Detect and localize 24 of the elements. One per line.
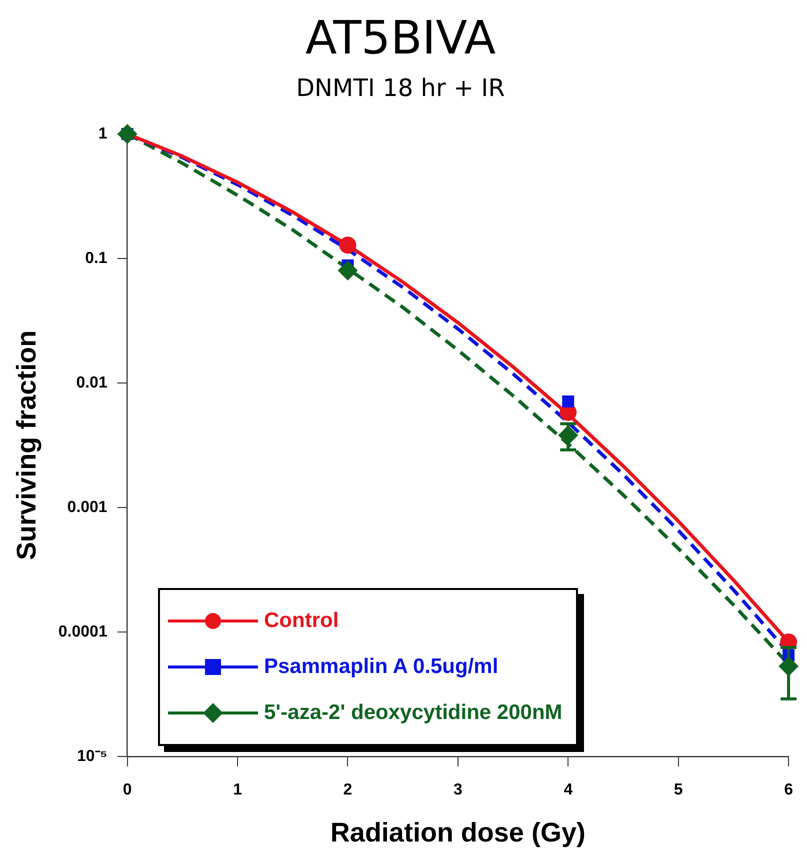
x-tick-label: 2 bbox=[343, 781, 352, 798]
point bbox=[117, 124, 138, 144]
y-tick-label: 1 bbox=[98, 125, 108, 142]
legend-label: 5'-aza-2' deoxycytidine 200nM bbox=[264, 701, 562, 725]
x-tick-label: 3 bbox=[453, 781, 462, 798]
x-tick-label: 5 bbox=[674, 781, 683, 798]
x-tick-label: 0 bbox=[122, 781, 132, 798]
y-tick-label: 0.001 bbox=[67, 498, 108, 516]
y-tick-label: 10⁻⁵ bbox=[77, 748, 108, 765]
y-axis-title: Surviving fraction bbox=[12, 330, 42, 560]
chart-title: AT5BIVA bbox=[305, 10, 496, 65]
legend-label: Control bbox=[264, 609, 339, 633]
point bbox=[339, 236, 356, 254]
x-axis-title: Radiation dose (Gy) bbox=[330, 817, 586, 848]
y-tick-label: 0.01 bbox=[76, 374, 108, 392]
point bbox=[338, 260, 358, 281]
x-tick-label: 6 bbox=[784, 781, 794, 798]
chart-subtitle: DNMTI 18 hr + IR bbox=[296, 74, 505, 102]
x-tick-label: 4 bbox=[564, 781, 573, 798]
legend-label: Psammaplin A 0.5ug/ml bbox=[264, 655, 498, 679]
point bbox=[562, 395, 574, 408]
y-tick-label: 0.0001 bbox=[58, 623, 108, 640]
y-tick-label: 0.1 bbox=[85, 250, 108, 267]
x-tick-label: 1 bbox=[233, 781, 242, 798]
